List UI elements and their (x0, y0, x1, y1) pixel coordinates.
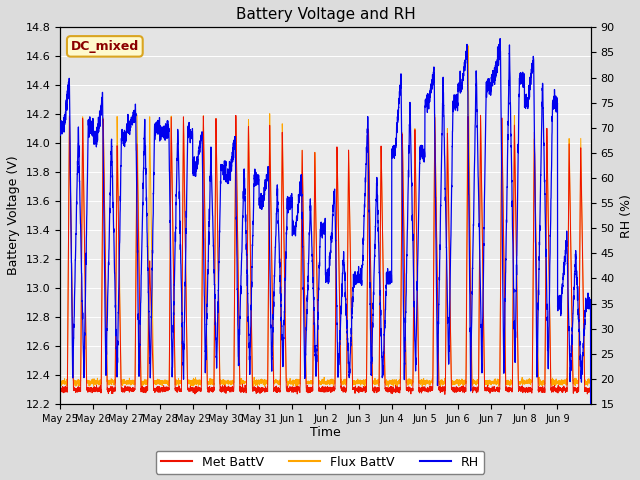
Met BattV (345, 162, 353, 168)
Flux BattV (345, 162, 353, 168)
Flux BattV (166, 260, 174, 266)
RH (56, 118, 64, 123)
RH (497, 85, 505, 91)
RH (511, 337, 518, 343)
Bar (60, 27, 591, 85)
Line: Flux BattV: Flux BattV (60, 46, 591, 387)
RH (166, 219, 174, 225)
Title: Battery Voltage and RH: Battery Voltage and RH (236, 7, 415, 22)
Met BattV (477, 112, 484, 118)
Met BattV (373, 387, 381, 393)
Flux BattV (511, 128, 518, 134)
RH (471, 151, 479, 156)
Flux BattV (464, 43, 472, 48)
RH (587, 476, 595, 480)
Flux BattV (471, 379, 479, 384)
Flux BattV (373, 381, 381, 387)
Met BattV (511, 134, 518, 140)
Met BattV (471, 386, 479, 392)
RH (345, 365, 353, 371)
Y-axis label: Battery Voltage (V): Battery Voltage (V) (7, 156, 20, 276)
Met BattV (166, 265, 174, 271)
Met BattV (587, 386, 595, 392)
RH (373, 189, 381, 195)
Flux BattV (587, 378, 595, 384)
Y-axis label: RH (%): RH (%) (620, 193, 633, 238)
Flux BattV (385, 384, 392, 390)
Met BattV (497, 229, 505, 235)
Flux BattV (497, 224, 505, 229)
Line: RH: RH (60, 38, 591, 479)
Line: Met BattV: Met BattV (60, 115, 591, 395)
Flux BattV (56, 381, 64, 386)
Legend: Met BattV, Flux BattV, RH: Met BattV, Flux BattV, RH (156, 451, 484, 474)
Text: DC_mixed: DC_mixed (70, 40, 139, 53)
X-axis label: Time: Time (310, 426, 340, 440)
Met BattV (441, 392, 449, 397)
RH (496, 36, 504, 41)
Met BattV (56, 384, 64, 390)
